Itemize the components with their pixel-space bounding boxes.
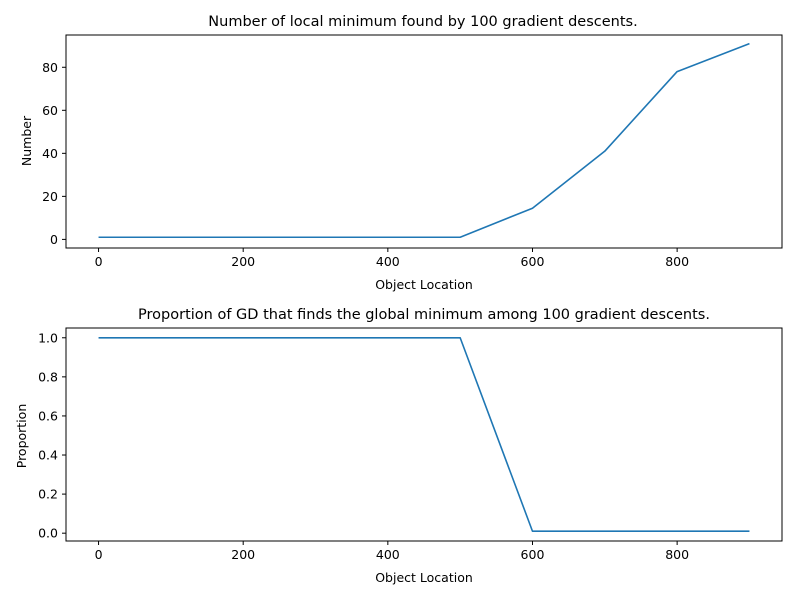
y-tick-label: 0.8 bbox=[38, 369, 58, 384]
x-tick-label: 400 bbox=[376, 254, 400, 269]
x-tick-label: 200 bbox=[231, 254, 255, 269]
plot-frame bbox=[65, 327, 783, 542]
y-axis-label: Proportion bbox=[14, 404, 29, 469]
x-tick-label: 0 bbox=[95, 547, 103, 562]
y-tick-label: 60 bbox=[42, 103, 58, 118]
chart-local-minimum-count: Number of local minimum found by 100 gra… bbox=[19, 14, 783, 292]
y-axis-label: Number bbox=[19, 115, 34, 166]
y-tick-label: 0 bbox=[50, 232, 58, 247]
y-tick-label: 0.2 bbox=[38, 487, 58, 502]
y-tick-label: 80 bbox=[42, 60, 58, 75]
series-line bbox=[98, 336, 750, 533]
x-tick-label: 200 bbox=[231, 547, 255, 562]
y-tick-label: 20 bbox=[42, 189, 58, 204]
x-tick-label: 800 bbox=[665, 547, 689, 562]
x-tick-label: 600 bbox=[521, 254, 545, 269]
y-tick-label: 1.0 bbox=[38, 330, 58, 345]
x-axis: 0 200 400 600 800 bbox=[95, 248, 689, 269]
y-axis: 0 20 40 60 80 bbox=[42, 60, 66, 247]
chart-title: Number of local minimum found by 100 gra… bbox=[208, 14, 637, 30]
x-tick-label: 400 bbox=[376, 547, 400, 562]
x-axis: 0 200 400 600 800 bbox=[95, 541, 689, 562]
y-tick-label: 0.0 bbox=[38, 526, 58, 541]
x-tick-label: 800 bbox=[665, 254, 689, 269]
y-tick-label: 40 bbox=[42, 146, 58, 161]
plot-frame bbox=[65, 34, 783, 249]
series-layer bbox=[98, 336, 750, 533]
y-tick-label: 0.4 bbox=[38, 448, 58, 463]
series-line bbox=[98, 42, 750, 239]
x-axis-label: Object Location bbox=[375, 277, 473, 292]
x-axis-label: Object Location bbox=[375, 570, 473, 585]
y-tick-label: 0.6 bbox=[38, 408, 58, 423]
x-tick-label: 0 bbox=[95, 254, 103, 269]
chart-global-minimum-proportion: Proportion of GD that finds the global m… bbox=[14, 307, 783, 585]
chart-title: Proportion of GD that finds the global m… bbox=[138, 307, 710, 323]
x-tick-label: 600 bbox=[521, 547, 545, 562]
series-layer bbox=[98, 42, 750, 239]
y-axis: 0.0 0.2 0.4 0.6 0.8 1.0 bbox=[38, 330, 66, 541]
